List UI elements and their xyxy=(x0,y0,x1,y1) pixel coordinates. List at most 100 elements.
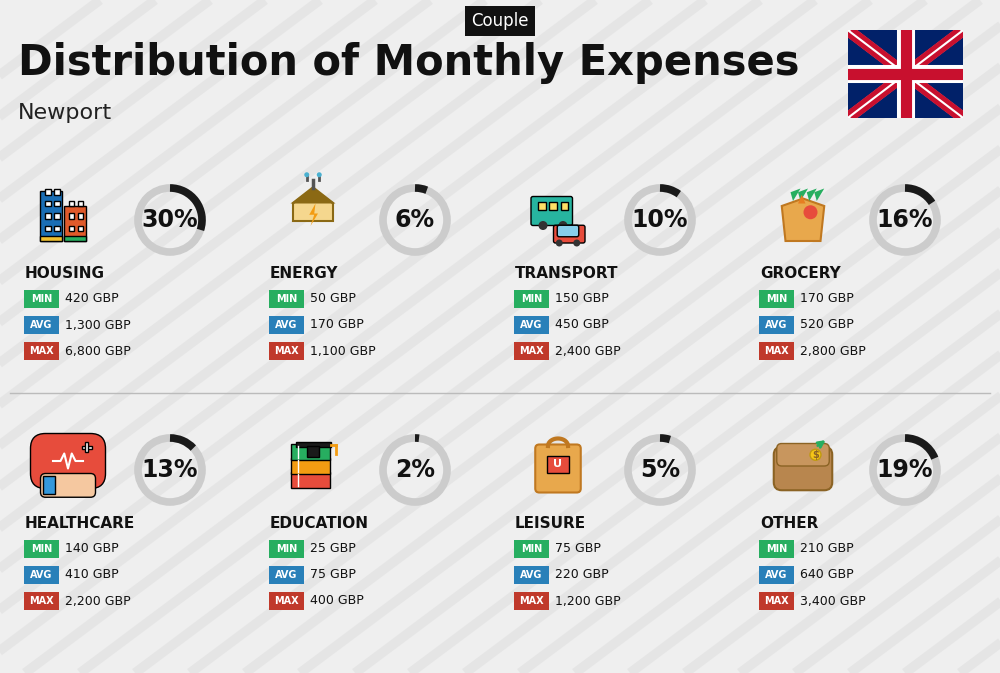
Text: AVG: AVG xyxy=(520,570,543,580)
FancyBboxPatch shape xyxy=(557,225,579,237)
FancyBboxPatch shape xyxy=(514,566,549,584)
Text: MAX: MAX xyxy=(29,346,54,356)
Text: 1,100 GBP: 1,100 GBP xyxy=(310,345,376,357)
Text: 420 GBP: 420 GBP xyxy=(65,293,119,306)
Polygon shape xyxy=(798,188,808,201)
Polygon shape xyxy=(791,188,801,201)
FancyBboxPatch shape xyxy=(514,342,549,360)
FancyBboxPatch shape xyxy=(560,203,568,210)
FancyBboxPatch shape xyxy=(24,566,59,584)
Text: MAX: MAX xyxy=(519,596,544,606)
FancyBboxPatch shape xyxy=(269,290,304,308)
FancyBboxPatch shape xyxy=(69,201,74,206)
Text: 10%: 10% xyxy=(632,208,688,232)
Text: MIN: MIN xyxy=(766,294,787,304)
FancyBboxPatch shape xyxy=(774,447,832,490)
Circle shape xyxy=(558,221,568,230)
Text: AVG: AVG xyxy=(30,320,53,330)
Text: MAX: MAX xyxy=(274,596,299,606)
Polygon shape xyxy=(290,186,336,203)
FancyBboxPatch shape xyxy=(531,197,572,225)
FancyBboxPatch shape xyxy=(269,566,304,584)
FancyBboxPatch shape xyxy=(538,203,546,210)
Text: Couple: Couple xyxy=(471,12,529,30)
Text: 2,400 GBP: 2,400 GBP xyxy=(555,345,621,357)
FancyBboxPatch shape xyxy=(514,316,549,334)
Text: ENERGY: ENERGY xyxy=(270,266,338,281)
Text: Distribution of Monthly Expenses: Distribution of Monthly Expenses xyxy=(18,42,800,84)
FancyBboxPatch shape xyxy=(45,213,51,219)
FancyBboxPatch shape xyxy=(307,446,319,457)
FancyBboxPatch shape xyxy=(54,189,60,194)
Text: U: U xyxy=(554,459,562,469)
Text: GROCERY: GROCERY xyxy=(760,266,841,281)
Text: MAX: MAX xyxy=(764,596,789,606)
Text: 2,800 GBP: 2,800 GBP xyxy=(800,345,866,357)
Polygon shape xyxy=(293,188,333,221)
FancyBboxPatch shape xyxy=(24,592,59,610)
Text: 6,800 GBP: 6,800 GBP xyxy=(65,345,131,357)
Text: Newport: Newport xyxy=(18,103,112,123)
Text: 220 GBP: 220 GBP xyxy=(555,569,609,581)
Text: 1,200 GBP: 1,200 GBP xyxy=(555,594,621,608)
Text: MAX: MAX xyxy=(29,596,54,606)
Text: $: $ xyxy=(812,450,819,460)
FancyBboxPatch shape xyxy=(45,225,51,231)
FancyBboxPatch shape xyxy=(54,201,60,206)
Text: 13%: 13% xyxy=(142,458,198,482)
Polygon shape xyxy=(798,194,806,203)
Text: AVG: AVG xyxy=(765,320,788,330)
Text: 3,400 GBP: 3,400 GBP xyxy=(800,594,866,608)
Text: 170 GBP: 170 GBP xyxy=(310,318,364,332)
Text: MIN: MIN xyxy=(31,544,52,554)
FancyBboxPatch shape xyxy=(82,446,92,448)
FancyBboxPatch shape xyxy=(24,316,59,334)
FancyBboxPatch shape xyxy=(69,225,74,231)
FancyBboxPatch shape xyxy=(45,201,51,206)
Circle shape xyxy=(810,450,821,460)
Polygon shape xyxy=(309,203,318,226)
FancyBboxPatch shape xyxy=(759,316,794,334)
FancyBboxPatch shape xyxy=(777,444,829,466)
FancyBboxPatch shape xyxy=(759,290,794,308)
FancyBboxPatch shape xyxy=(514,592,549,610)
FancyBboxPatch shape xyxy=(85,442,88,452)
Text: LEISURE: LEISURE xyxy=(515,516,586,530)
Text: AVG: AVG xyxy=(30,570,53,580)
Text: 6%: 6% xyxy=(395,208,435,232)
Circle shape xyxy=(573,240,580,246)
FancyBboxPatch shape xyxy=(30,433,106,489)
Text: 140 GBP: 140 GBP xyxy=(65,542,119,555)
FancyBboxPatch shape xyxy=(759,342,794,360)
Text: 210 GBP: 210 GBP xyxy=(800,542,854,555)
Circle shape xyxy=(49,441,72,464)
FancyBboxPatch shape xyxy=(269,316,304,334)
Text: 50 GBP: 50 GBP xyxy=(310,293,356,306)
Polygon shape xyxy=(807,188,817,201)
FancyBboxPatch shape xyxy=(269,540,304,558)
FancyBboxPatch shape xyxy=(69,213,74,219)
Text: MAX: MAX xyxy=(764,346,789,356)
FancyBboxPatch shape xyxy=(40,236,62,241)
Text: 75 GBP: 75 GBP xyxy=(555,542,601,555)
Text: 75 GBP: 75 GBP xyxy=(310,569,356,581)
Text: 16%: 16% xyxy=(877,208,933,232)
Text: EDUCATION: EDUCATION xyxy=(270,516,369,530)
FancyBboxPatch shape xyxy=(43,476,55,493)
Text: MIN: MIN xyxy=(276,294,297,304)
FancyBboxPatch shape xyxy=(45,189,51,194)
Circle shape xyxy=(64,441,87,464)
FancyBboxPatch shape xyxy=(269,342,304,360)
FancyBboxPatch shape xyxy=(291,472,330,488)
Circle shape xyxy=(317,172,322,177)
Text: 2,200 GBP: 2,200 GBP xyxy=(65,594,131,608)
FancyBboxPatch shape xyxy=(64,236,86,241)
Text: MIN: MIN xyxy=(766,544,787,554)
Polygon shape xyxy=(782,199,824,241)
Text: OTHER: OTHER xyxy=(760,516,818,530)
Text: AVG: AVG xyxy=(275,320,298,330)
FancyBboxPatch shape xyxy=(759,566,794,584)
Polygon shape xyxy=(814,188,824,201)
Text: MIN: MIN xyxy=(31,294,52,304)
FancyBboxPatch shape xyxy=(514,290,549,308)
